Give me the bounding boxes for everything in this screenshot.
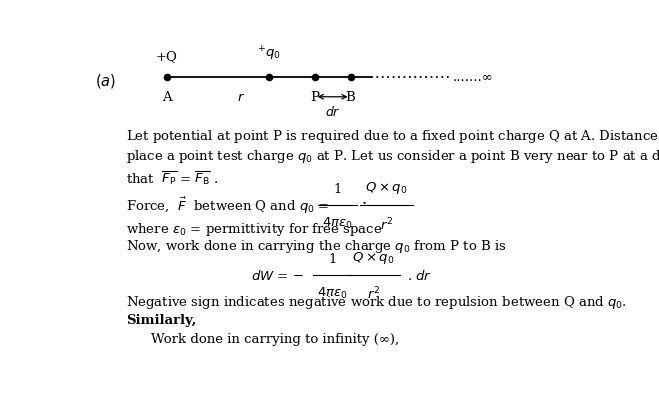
Text: place a point test charge $q_0$ at P. Let us consider a point B very near to P a: place a point test charge $q_0$ at P. Le…: [126, 148, 659, 165]
Text: Negative sign indicates negative work due to repulsion between Q and $q_0$.: Negative sign indicates negative work du…: [126, 293, 627, 310]
Text: $dr$: $dr$: [325, 104, 341, 118]
Text: $4\pi\varepsilon_0$: $4\pi\varepsilon_0$: [322, 216, 353, 231]
Text: Work done in carrying to infinity (∞),: Work done in carrying to infinity (∞),: [152, 332, 399, 345]
Text: $dW$ = −: $dW$ = −: [251, 268, 304, 282]
Text: ·: ·: [362, 196, 367, 213]
Text: 1: 1: [333, 182, 342, 195]
Text: Similarly,: Similarly,: [126, 313, 196, 326]
Text: $Q\times q_0$: $Q\times q_0$: [353, 249, 395, 265]
Text: $r^2$: $r^2$: [367, 285, 380, 302]
Text: . $dr$: . $dr$: [407, 268, 432, 282]
Text: Force,  $\vec{F}$  between Q and $q_0$ =: Force, $\vec{F}$ between Q and $q_0$ =: [126, 195, 331, 216]
Text: A: A: [162, 90, 171, 103]
Text: $Q\times q_0$: $Q\times q_0$: [365, 179, 407, 195]
Text: +Q: +Q: [156, 50, 177, 63]
Text: $r$: $r$: [237, 90, 244, 103]
Text: B: B: [345, 90, 355, 103]
Text: $r^2$: $r^2$: [380, 216, 393, 232]
Text: 1: 1: [328, 252, 337, 265]
Text: Let potential at point P is required due to a fixed point charge Q at A. Distanc: Let potential at point P is required due…: [126, 126, 659, 146]
Text: $(a)$: $(a)$: [95, 71, 116, 89]
Text: that  $\overline{F_{\mathrm{P}}}$ = $\overline{F_{\mathrm{B}}}$ .: that $\overline{F_{\mathrm{P}}}$ = $\ove…: [126, 169, 218, 186]
Text: Now, work done in carrying the charge $q_0$ from P to B is: Now, work done in carrying the charge $q…: [126, 237, 506, 254]
Text: P: P: [310, 90, 319, 103]
Text: where $\varepsilon_0$ = permittivity for free space: where $\varepsilon_0$ = permittivity for…: [126, 220, 382, 237]
Text: .......∞: .......∞: [453, 71, 494, 84]
Text: $^{+}q_0$: $^{+}q_0$: [257, 45, 281, 63]
Text: $4\pi\varepsilon_0$: $4\pi\varepsilon_0$: [317, 285, 348, 300]
